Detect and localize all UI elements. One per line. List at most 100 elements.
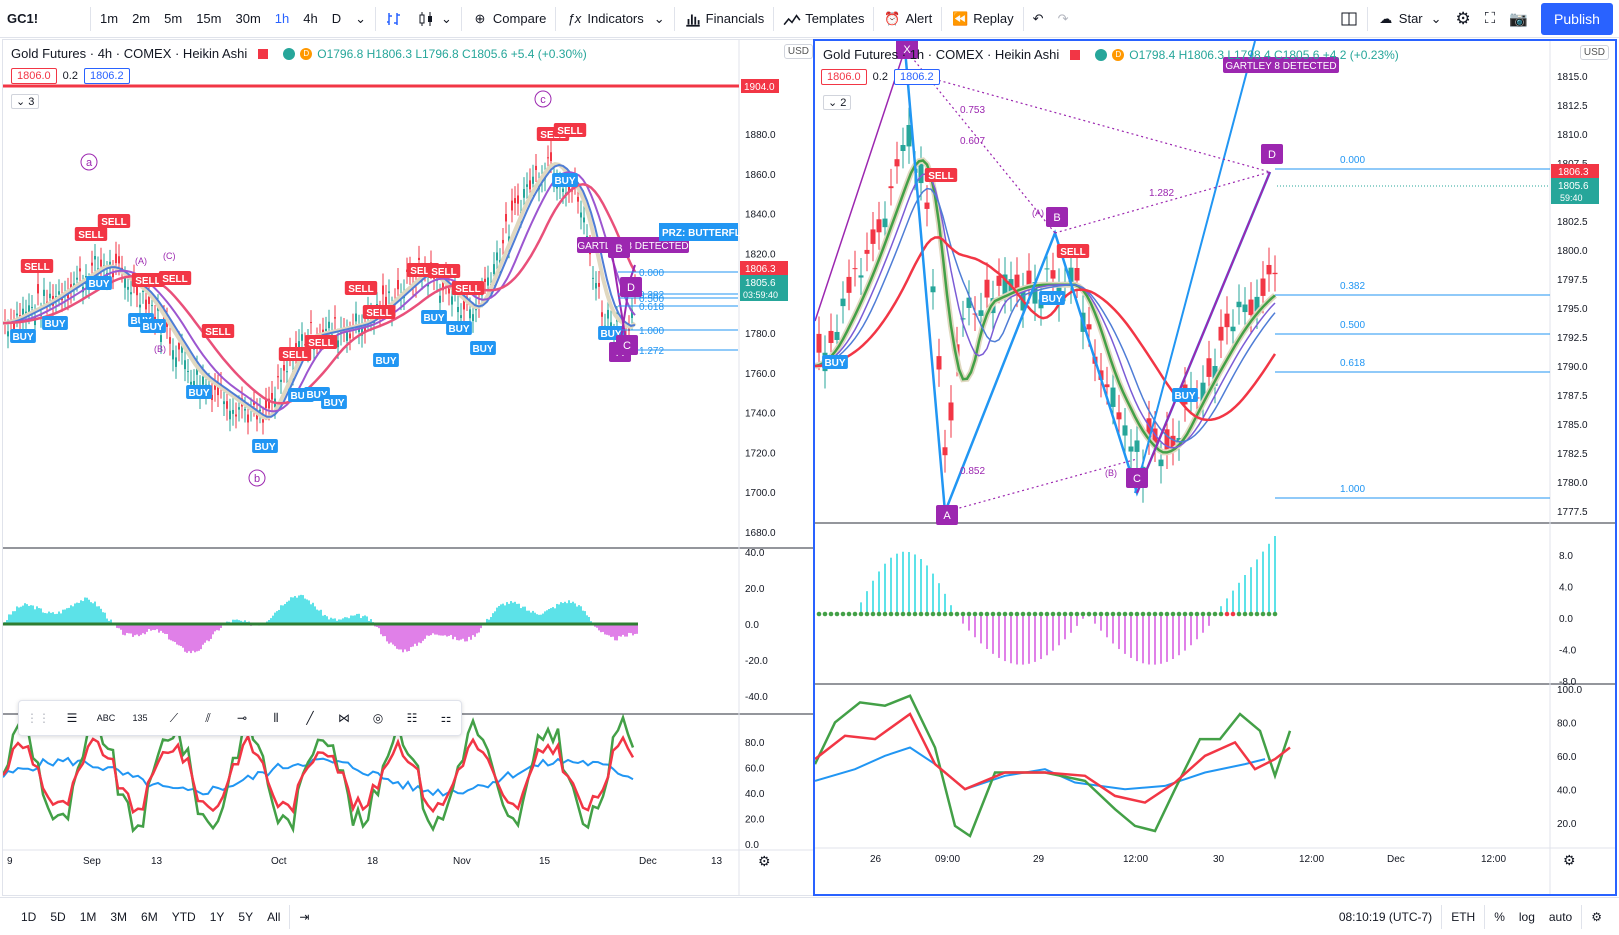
left-chart-title[interactable]: Gold Futures · 4h · COMEX · Heikin Ashi <box>11 46 248 61</box>
settings-small-icon[interactable]: ⚙ <box>1591 909 1602 924</box>
fib-spiral-icon[interactable]: ◎ <box>372 711 384 725</box>
right-currency-button[interactable]: USD <box>1579 45 1609 60</box>
log-toggle[interactable]: log <box>1518 909 1535 924</box>
alert-button[interactable]: ⏰ Alert <box>876 0 939 38</box>
osc-tick-label: 8.0 <box>1559 551 1573 562</box>
range-1d[interactable]: 1D <box>21 909 37 924</box>
symbol-search[interactable]: GC1! <box>7 11 39 26</box>
candle-body <box>1218 326 1224 341</box>
abc-pattern-icon[interactable]: ABC <box>96 713 116 723</box>
candles-button[interactable]: ⌄ <box>410 0 459 38</box>
candle-body <box>28 305 30 313</box>
candle-body <box>49 293 51 299</box>
buy-signal <box>421 310 447 324</box>
candle-body <box>388 291 390 294</box>
interval-15m[interactable]: 15m <box>196 11 222 26</box>
replay-button[interactable]: ⏪ Replay <box>944 0 1020 38</box>
publish-button[interactable]: Publish <box>1541 3 1613 35</box>
star-button[interactable]: ☁ Star ⌄ <box>1370 0 1449 38</box>
left-chart-pane[interactable]: 1904.01880.01860.01840.01820.01800.01780… <box>2 39 814 896</box>
channel-icon[interactable]: ⫽ <box>205 710 211 725</box>
range-ytd[interactable]: YTD <box>171 909 196 924</box>
countdown-label: 03:59:40 <box>743 290 778 300</box>
settings-button[interactable]: ⚙ <box>1449 0 1478 38</box>
pattern-point-label: D <box>1268 149 1276 161</box>
sell-signal-label: SELL <box>557 126 583 137</box>
candle-body <box>127 286 129 290</box>
left-chart-canvas[interactable]: 1904.01880.01860.01840.01820.01800.01780… <box>3 40 813 895</box>
candle-body <box>1170 435 1176 449</box>
legend-collapse-button[interactable]: ⌄ 3 <box>11 94 40 109</box>
range-all[interactable]: All <box>267 909 281 924</box>
interval-dropdown-icon[interactable]: ⌄ <box>355 10 367 26</box>
snapshot-button[interactable]: 📷 <box>1502 0 1535 38</box>
vertical-lines-icon[interactable]: ⫴ <box>273 710 279 725</box>
trend-line-icon[interactable]: ⟋ <box>169 710 179 725</box>
legend-collapse-button[interactable]: ⌄ 2 <box>823 95 852 110</box>
ask-price[interactable]: 1806.2 <box>893 69 940 85</box>
auto-toggle[interactable]: auto <box>1548 909 1573 924</box>
left-currency-button[interactable]: USD <box>783 44 813 59</box>
osc-tick-label: 20.0 <box>745 584 765 595</box>
candle-body <box>142 290 144 292</box>
osc-dot <box>1014 611 1020 617</box>
range-5d[interactable]: 5D <box>50 909 66 924</box>
interval-4h[interactable]: 4h <box>303 11 318 26</box>
clock[interactable]: 08:10:19 (UTC-7) <box>1338 909 1433 924</box>
candle-body <box>858 275 864 278</box>
interval-d[interactable]: D <box>331 11 342 26</box>
stoch-tick-label: 80.0 <box>1557 719 1577 730</box>
elliott-wave-icon[interactable]: 135 <box>132 713 148 723</box>
left-bid-ask: 1806.0 0.2 1806.2 <box>11 68 130 84</box>
range-6m[interactable]: 6M <box>141 909 158 924</box>
interval-1h[interactable]: 1h <box>274 11 290 26</box>
buy-signal <box>470 341 496 355</box>
interval-30m[interactable]: 30m <box>235 11 261 26</box>
fib-channel-icon[interactable]: ⚏ <box>440 711 452 725</box>
fib-retracement-icon[interactable]: ☷ <box>406 711 418 725</box>
session-button[interactable]: ETH <box>1451 909 1476 924</box>
goto-date-icon[interactable]: ⇥ <box>299 909 310 924</box>
horizontal-lines-icon[interactable]: ☰ <box>66 711 78 725</box>
fullscreen-button[interactable]: ⛶ <box>1478 0 1503 38</box>
templates-button[interactable]: Templates <box>776 0 871 38</box>
osc-dot <box>1224 611 1230 617</box>
pattern-point <box>616 335 638 355</box>
osc-dot <box>864 611 870 617</box>
range-1m[interactable]: 1M <box>79 909 97 924</box>
redo-button[interactable]: ↷ <box>1051 0 1076 38</box>
right-chart-canvas[interactable]: 1815.01812.51810.01807.51805.01802.51800… <box>815 41 1615 894</box>
candle-body <box>232 409 234 414</box>
candle-body <box>244 408 246 411</box>
range-5y[interactable]: 5Y <box>238 909 254 924</box>
horizontal-ray-icon[interactable]: ⊸ <box>236 711 248 725</box>
gear-icon: ⚙ <box>1455 8 1471 28</box>
candle-body <box>460 315 462 319</box>
indicators-button[interactable]: ƒx Indicators ⌄ <box>558 0 671 38</box>
undo-button[interactable]: ↶ <box>1026 0 1051 38</box>
xabcd-pattern-icon[interactable]: ⋈ <box>338 711 350 725</box>
fib-level-label: 0.618 <box>639 302 664 313</box>
layout-button[interactable] <box>1333 0 1365 38</box>
range-1y[interactable]: 1Y <box>209 909 225 924</box>
compare-button[interactable]: ⊕ Compare <box>464 0 553 38</box>
right-chart-title[interactable]: Gold Futures · 1h · COMEX · Heikin Ashi <box>823 47 1060 62</box>
bid-price[interactable]: 1806.0 <box>11 68 57 84</box>
buy-signal-label: BUY <box>12 332 33 343</box>
divider <box>460 6 462 31</box>
cloud-icon: ☁ <box>1379 10 1393 26</box>
ask-price[interactable]: 1806.2 <box>83 68 130 84</box>
buy-signal <box>822 355 848 369</box>
right-chart-pane[interactable]: 1815.01812.51810.01807.51805.01802.51800… <box>813 39 1617 896</box>
osc-dot <box>888 611 894 617</box>
drag-handle-icon[interactable]: ⋮⋮ <box>26 711 50 725</box>
percent-toggle[interactable]: % <box>1494 909 1505 924</box>
range-3m[interactable]: 3M <box>110 909 128 924</box>
bid-price[interactable]: 1806.0 <box>821 69 867 85</box>
interval-1m[interactable]: 1m <box>100 11 119 26</box>
line-icon[interactable]: ╱ <box>306 711 314 725</box>
interval-5m[interactable]: 5m <box>164 11 183 26</box>
bar-style-button[interactable] <box>378 0 410 38</box>
financials-button[interactable]: Financials <box>677 0 772 38</box>
interval-2m[interactable]: 2m <box>132 11 151 26</box>
